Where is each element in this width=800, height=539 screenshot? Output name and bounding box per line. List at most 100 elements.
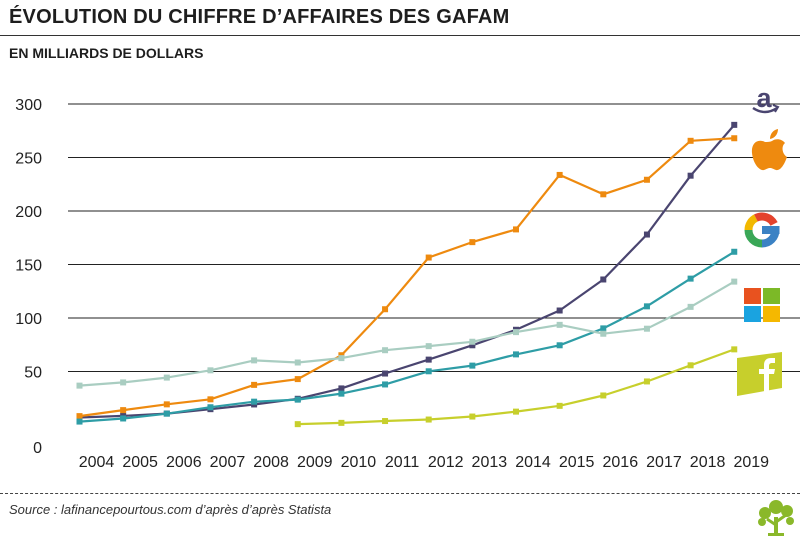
x-tick-label: 2015	[559, 454, 595, 471]
data-point	[382, 347, 389, 354]
chart-subtitle: EN MILLIARDS DE DOLLARS	[9, 45, 204, 61]
tree-logo-icon	[758, 500, 794, 536]
y-axis-ticks: 0 50 100 150 200 250 300	[15, 97, 42, 457]
footer-divider	[0, 493, 800, 494]
microsoft-logo-icon	[744, 288, 780, 322]
data-point	[731, 278, 738, 285]
data-point	[382, 381, 389, 388]
x-tick-label: 2011	[385, 454, 420, 471]
x-tick-label: 2019	[733, 454, 769, 471]
data-point	[382, 418, 389, 425]
data-point	[163, 410, 170, 417]
data-point	[338, 390, 345, 397]
facebook-logo-icon	[737, 352, 782, 396]
series-apple	[76, 135, 738, 420]
data-point	[687, 303, 694, 310]
series-google	[76, 248, 738, 425]
x-tick-label: 2016	[603, 454, 639, 471]
page-title: ÉVOLUTION DU CHIFFRE D’AFFAIRES DES GAFA…	[9, 6, 510, 28]
data-point	[120, 379, 127, 386]
data-point	[425, 356, 432, 363]
data-point	[76, 413, 83, 420]
x-tick-label: 2009	[297, 454, 333, 471]
x-tick-label: 2007	[210, 454, 246, 471]
data-point	[207, 367, 214, 374]
data-point	[556, 307, 563, 314]
data-point	[731, 135, 738, 142]
data-point	[643, 325, 650, 332]
amazon-logo-icon: a	[752, 83, 780, 114]
x-tick-label: 2018	[690, 454, 726, 471]
x-axis-ticks: 2004 2005 2006 2007 2008 2009 2010 2011 2012 2013…	[79, 454, 769, 471]
data-point	[687, 362, 694, 369]
data-point	[513, 226, 519, 233]
y-tick-label: 200	[15, 204, 42, 221]
title-divider	[0, 35, 800, 36]
data-point	[251, 398, 258, 405]
series-microsoft	[76, 278, 738, 389]
data-point	[513, 351, 519, 358]
data-point	[382, 306, 389, 313]
data-point	[338, 355, 345, 362]
data-point	[120, 407, 127, 414]
series-line	[79, 280, 735, 387]
series-facebook	[294, 346, 738, 428]
source-note: Source : lafinancepourtous.com d’après d…	[9, 502, 332, 517]
data-point	[643, 231, 650, 238]
y-tick-label: 250	[15, 151, 42, 168]
data-point	[600, 325, 607, 332]
data-point	[687, 275, 694, 282]
data-point	[643, 176, 650, 183]
data-point	[382, 370, 389, 377]
data-point	[731, 248, 738, 255]
data-point	[600, 330, 607, 337]
data-point	[469, 413, 476, 420]
x-tick-label: 2013	[472, 454, 508, 471]
x-tick-label: 2005	[122, 454, 158, 471]
x-tick-label: 2012	[428, 454, 464, 471]
y-tick-label: 300	[15, 97, 42, 114]
data-point	[294, 376, 301, 383]
data-point	[120, 415, 127, 422]
data-point	[425, 416, 432, 423]
data-point	[207, 396, 214, 403]
gridlines	[68, 103, 800, 372]
data-point	[338, 385, 345, 392]
x-tick-label: 2014	[515, 454, 551, 471]
series-line	[79, 124, 736, 419]
data-point	[76, 418, 83, 425]
data-point	[643, 378, 650, 385]
y-tick-label: 100	[15, 311, 42, 328]
data-point	[251, 381, 258, 388]
y-tick-label: 150	[15, 258, 42, 275]
data-point	[163, 374, 170, 381]
data-point	[556, 402, 563, 409]
x-tick-label: 2008	[253, 454, 289, 471]
data-point	[294, 359, 301, 366]
data-point	[294, 421, 301, 428]
data-point	[687, 137, 694, 144]
data-point	[731, 346, 738, 353]
data-point	[425, 343, 432, 350]
data-point	[425, 254, 432, 261]
x-tick-label: 2010	[341, 454, 377, 471]
data-point	[600, 191, 607, 198]
data-point	[76, 382, 83, 389]
data-point	[469, 338, 476, 345]
data-point	[469, 362, 476, 369]
series-line	[79, 250, 735, 423]
data-point	[556, 342, 563, 349]
apple-logo-icon	[751, 129, 787, 171]
data-point	[600, 276, 607, 283]
svg-text:a: a	[756, 83, 772, 113]
data-point	[163, 401, 170, 408]
series-line	[79, 137, 735, 418]
data-point	[731, 121, 738, 128]
y-tick-label: 50	[24, 365, 42, 382]
data-point	[469, 342, 476, 349]
data-point	[251, 357, 258, 364]
data-point	[294, 396, 301, 403]
data-point	[469, 239, 476, 246]
data-point	[687, 172, 694, 179]
